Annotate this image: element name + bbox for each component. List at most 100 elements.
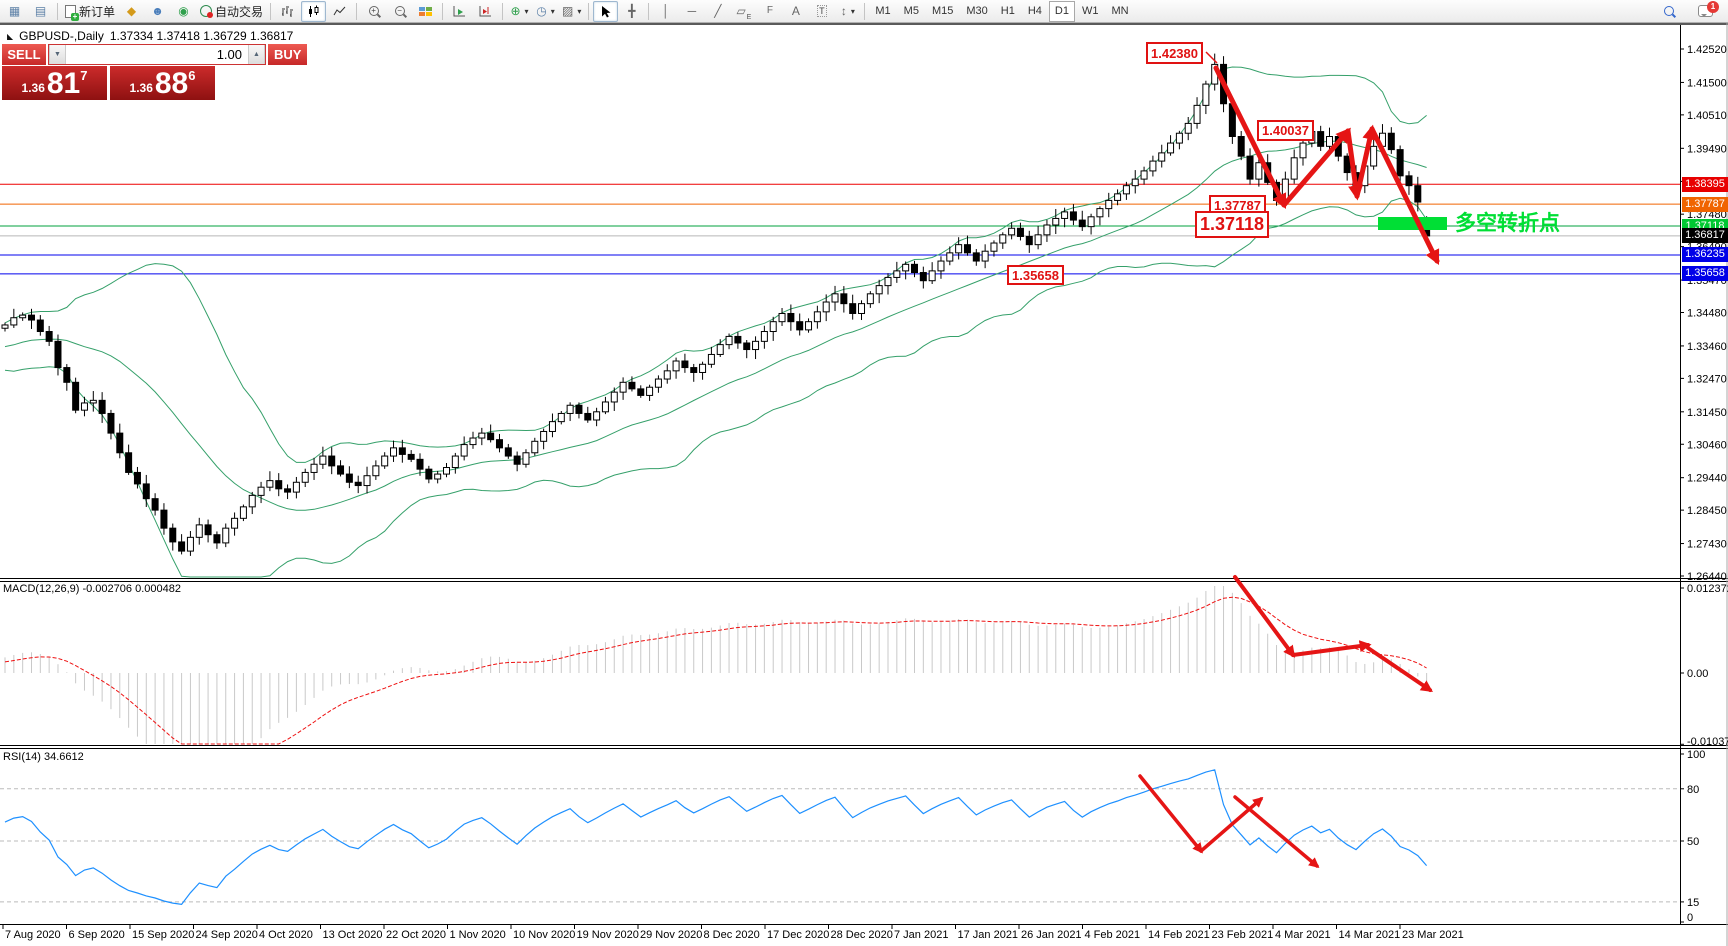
rsi-indicator-label: RSI(14) 34.6612 [3,751,84,763]
crosshair-button[interactable]: ╋ [619,1,644,22]
pivot-note-text[interactable]: 多空转折点 [1455,212,1560,235]
tf-h4-button[interactable]: H4 [1027,5,1042,17]
line-chart-icon [333,6,346,15]
horizontal-line-icon: ─ [687,4,697,18]
community-button[interactable]: ☻ [145,1,170,22]
svg-text:23 Feb 2021: 23 Feb 2021 [1212,929,1274,941]
cursor-icon [602,5,611,17]
svg-text:29 Nov 2020: 29 Nov 2020 [640,929,702,941]
autotrading-button[interactable]: 自动交易 [197,1,266,22]
vertical-line-button[interactable]: │ [653,1,678,22]
candlestick-chart-button[interactable] [301,0,327,22]
label-button[interactable]: T [809,1,834,22]
svg-text:15: 15 [1687,897,1699,909]
tf-m30-button[interactable]: M30 [966,5,988,17]
indicators-button[interactable]: ⊕ ▾ [507,1,532,22]
svg-text:4 Oct 2020: 4 Oct 2020 [259,929,313,941]
tf-w1-button[interactable]: W1 [1081,5,1099,17]
autotrading-icon [200,5,214,18]
cursor-button[interactable] [593,0,619,22]
tile-windows-icon [419,6,433,16]
toolbar-separator [502,2,504,20]
svg-text:0.012372: 0.012372 [1687,583,1728,595]
toolbar-separator [356,2,358,20]
arrows-icon: ↕ [840,4,847,18]
svg-text:1.27430: 1.27430 [1687,539,1727,551]
price-tag: 1.37787 [1682,196,1728,212]
axes: 1.425201.415001.405101.394901.384801.374… [0,23,1728,946]
dropdown-icon: ▾ [577,6,582,16]
peak-price-label[interactable]: 1.42380 [1146,42,1203,64]
tf-mn-button[interactable]: MN [1111,5,1129,17]
tf-m1-button[interactable]: M1 [875,5,891,17]
tf-d1-button[interactable]: D1 [1048,0,1075,22]
fibonacci-button[interactable]: F [757,1,782,22]
horizontal-line-objects [0,183,1680,275]
trendline-button[interactable]: ╱ [705,1,730,22]
vertical-line-icon: │ [662,4,670,18]
search-button[interactable] [1656,1,1681,22]
svg-text:4 Feb 2021: 4 Feb 2021 [1085,929,1141,941]
chart-title: ◣ GBPUSD-,Daily 1.37334 1.37418 1.36729 … [7,29,293,43]
svg-text:10 Nov 2020: 10 Nov 2020 [513,929,575,941]
svg-text:22 Oct 2020: 22 Oct 2020 [386,929,446,941]
tile-windows-button[interactable] [413,1,438,22]
line-chart-button[interactable] [327,1,352,22]
ohlc-readout: 1.37334 1.37418 1.36729 1.36817 [109,29,294,43]
autotrading-label: 自动交易 [215,4,264,19]
svg-text:1.41500: 1.41500 [1687,77,1727,89]
label-icon: T [817,5,827,17]
metaeditor-icon: ◆ [126,4,137,18]
periods-button[interactable]: ◷ ▾ [533,1,558,22]
tf-h1-button[interactable]: H1 [1000,5,1015,17]
new-order-button[interactable]: + 新订单 [62,1,118,22]
main-toolbar: ▦ ▤ + 新订单 ◆ ☻ ◉ 自动交易 + − ⊕ ▾ ◷ ▾ ▨ ▾ ╋ │ ─ … [0,0,1728,23]
zoom-in-button[interactable]: + [361,1,386,22]
svg-text:24 Sep 2020: 24 Sep 2020 [196,929,258,941]
dropdown-icon: ▾ [850,6,855,16]
search-icon [1663,6,1674,16]
autoscroll-button[interactable] [447,1,472,22]
svg-text:-0.010374: -0.010374 [1687,736,1728,748]
pivot-price-label[interactable]: 1.37118 [1195,211,1270,238]
chart-shift-button[interactable] [473,1,498,22]
svg-text:100: 100 [1687,749,1705,761]
svg-text:1.30460: 1.30460 [1687,439,1727,451]
zoom-out-button[interactable]: − [387,1,412,22]
sell-price-display[interactable]: 1.36 81 7 [2,66,107,100]
low-price-label[interactable]: 1.35658 [1007,265,1064,285]
swing-high-price-label[interactable]: 1.40037 [1257,120,1314,141]
arrows-button[interactable]: ↕ ▾ [835,1,860,22]
support-price-label[interactable]: 1.37787 [1209,195,1266,215]
text-button[interactable]: A [783,1,808,22]
zoom-in-icon: + [368,6,379,16]
tf-m5-button[interactable]: M5 [903,5,919,17]
autoscroll-icon [453,5,466,16]
volume-decrease-button[interactable]: ▼ [49,45,66,64]
buy-button[interactable]: BUY [268,44,308,65]
data-window-button[interactable]: ▤ [28,1,53,22]
volume-input[interactable] [66,45,248,64]
bar-chart-button[interactable] [275,1,300,22]
signals-button[interactable]: ◉ [171,1,196,22]
macd-indicator-label: MACD(12,26,9) -0.002706 0.000482 [3,583,181,595]
svg-text:4 Mar 2021: 4 Mar 2021 [1275,929,1331,941]
horizontal-line-button[interactable]: ─ [679,1,704,22]
svg-text:19 Nov 2020: 19 Nov 2020 [577,929,639,941]
templates-button[interactable]: ▨ ▾ [559,1,584,22]
buy-price-display[interactable]: 1.36 88 6 [110,66,215,100]
metaeditor-button[interactable]: ◆ [119,1,144,22]
price-tag: 1.36817 [1682,228,1728,244]
notifications-button[interactable]: 1 [1693,1,1719,22]
market-watch-button[interactable]: ▦ [2,1,27,22]
crosshair-icon: ╋ [628,4,636,18]
sell-button[interactable]: SELL [2,44,46,65]
toolbar-separator [57,2,58,20]
price-tag: 1.36235 [1682,247,1728,263]
svg-text:8 Dec 2020: 8 Dec 2020 [704,929,760,941]
volume-increase-button[interactable]: ▲ [248,45,265,64]
tf-m15-button[interactable]: M15 [931,5,954,17]
channel-button[interactable]: ▱ E [736,4,752,21]
